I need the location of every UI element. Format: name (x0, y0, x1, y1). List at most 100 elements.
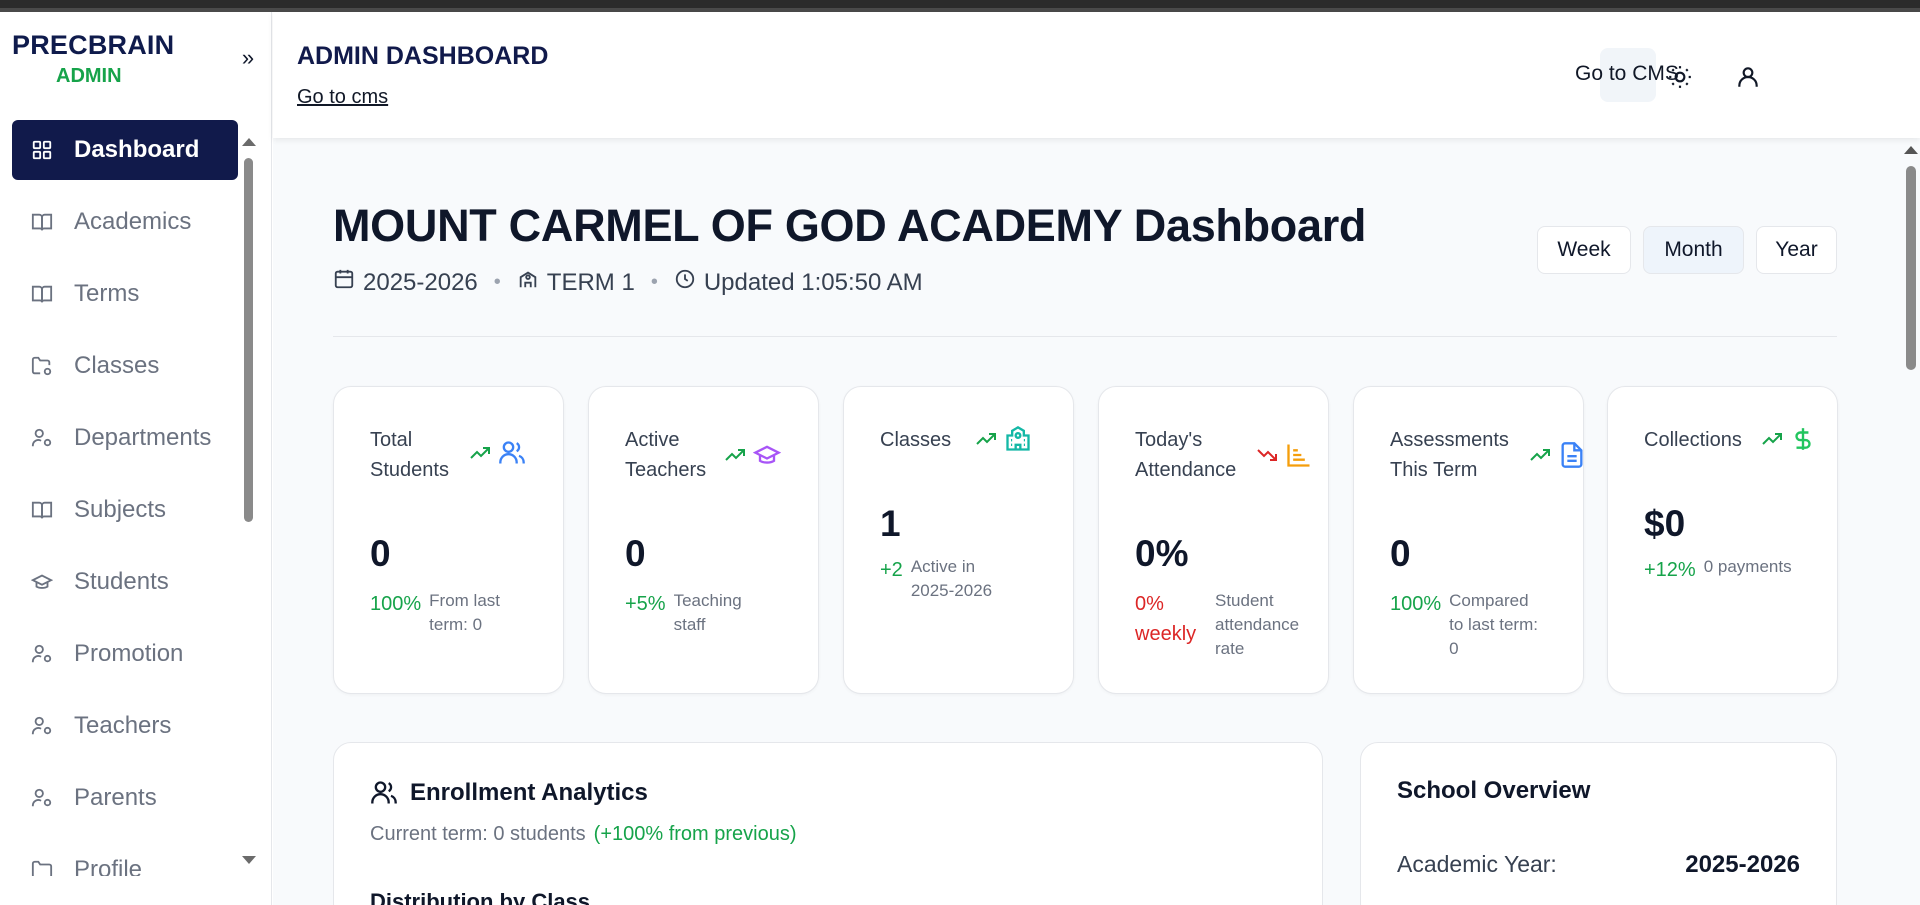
stat-note: Compared to last term: 0 (1449, 591, 1538, 658)
stat-value: $0 (1644, 503, 1686, 544)
stat-label: Assessments This Term (1390, 429, 1509, 481)
stat-value: 0 (370, 533, 391, 574)
scrollbar-thumb[interactable] (244, 158, 253, 522)
school-icon (1004, 425, 1038, 458)
sidebar: PRECBRAIN ADMIN » Dashboard Academics Te… (0, 12, 272, 905)
sidebar-item-profile[interactable]: Profile (12, 840, 238, 876)
distribution-title: Distribution by Class (370, 889, 591, 905)
sidebar-item-terms[interactable]: Terms (12, 264, 238, 324)
file-text-icon (1558, 441, 1583, 474)
stat-note: Student attendance rate (1215, 591, 1300, 658)
sidebar-item-classes[interactable]: Classes (12, 336, 238, 396)
overview-title: School Overview (1397, 777, 1591, 804)
sidebar-item-students[interactable]: Students (12, 552, 238, 612)
scrollbar-thumb[interactable] (1906, 166, 1916, 370)
period-year-button[interactable]: Year (1756, 226, 1837, 274)
period-week-button[interactable]: Week (1537, 226, 1631, 274)
sidebar-item-dashboard[interactable]: Dashboard (12, 120, 238, 180)
trending-up-icon (1760, 427, 1790, 456)
stat-card-classes: Classes 1 +2 Active in 2025-2026 (843, 386, 1074, 694)
enrollment-analytics-panel: Enrollment Analytics Current term: 0 stu… (333, 742, 1323, 905)
sidebar-item-label: Academics (74, 208, 192, 235)
sidebar-item-label: Promotion (74, 640, 184, 667)
term: TERM 1 (546, 268, 635, 296)
stat-delta: 100% (370, 593, 422, 615)
stat-value: 0 (1390, 533, 1411, 574)
trending-up-icon (468, 441, 498, 470)
user-cog-icon (30, 786, 54, 810)
stat-card-assessments: Assessments This Term 0 100% Compared to… (1353, 386, 1584, 694)
book-open-icon (30, 282, 54, 306)
clock-icon (674, 268, 704, 297)
browser-top-strip (0, 0, 1920, 12)
graduation-cap-icon (30, 570, 54, 594)
stat-delta: +5% (625, 593, 666, 615)
stat-note: Teaching staff (673, 591, 742, 634)
academic-year-label: Academic Year: (1397, 851, 1557, 877)
sidebar-item-subjects[interactable]: Subjects (12, 480, 238, 540)
page-title: MOUNT CARMEL OF GOD ACADEMY Dashboard (333, 200, 1367, 251)
dollar-icon (1790, 425, 1822, 458)
user-cog-icon (30, 642, 54, 666)
go-to-cms-button[interactable]: Go to CMS (1575, 62, 1679, 85)
stat-delta: 0% weekly (1135, 593, 1197, 645)
stat-note: Active in 2025-2026 (910, 557, 993, 600)
sidebar-item-academics[interactable]: Academics (12, 192, 238, 252)
enrollment-summary: Current term: 0 students (+100% from prev… (370, 823, 797, 846)
sidebar-item-promotion[interactable]: Promotion (12, 624, 238, 684)
book-open-icon (30, 498, 54, 522)
trending-up-icon (723, 443, 753, 472)
trending-up-icon (1528, 443, 1558, 472)
school-icon (517, 268, 547, 297)
sidebar-item-label: Dashboard (74, 136, 200, 163)
sidebar-item-departments[interactable]: Departments (12, 408, 238, 468)
sidebar-item-label: Parents (74, 784, 157, 811)
sidebar-item-label: Students (74, 568, 169, 595)
sidebar-item-parents[interactable]: Parents (12, 768, 238, 828)
stat-label: Active Teachers (625, 429, 707, 481)
go-to-cms-link[interactable]: Go to cms (297, 86, 389, 108)
users-icon (370, 779, 398, 807)
enrollment-current: Current term: 0 students (370, 823, 586, 845)
academic-year-value: 2025-2026 (1685, 851, 1800, 878)
scroll-up-arrow-icon[interactable] (1904, 146, 1918, 154)
user-icon[interactable] (1735, 64, 1761, 90)
stat-delta: +12% (1644, 559, 1696, 581)
stat-label: Collections (1644, 429, 1742, 451)
stat-card-active-teachers: Active Teachers 0 +5% Teaching staff (588, 386, 819, 694)
sidebar-item-label: Teachers (74, 712, 172, 739)
theme-toggle-button[interactable] (1600, 48, 1656, 102)
sidebar-item-label: Subjects (74, 496, 167, 523)
graduation-cap-icon (752, 441, 787, 474)
stat-value: 0% (1135, 533, 1189, 574)
enrollment-title: Enrollment Analytics (410, 779, 648, 806)
calendar-icon (333, 268, 363, 297)
sun-icon[interactable] (1667, 64, 1693, 90)
sidebar-item-teachers[interactable]: Teachers (12, 696, 238, 756)
chevrons-right-icon[interactable]: » (241, 45, 255, 70)
school-overview-panel: School Overview Academic Year: 2025-2026 (1360, 742, 1837, 905)
stat-note: From last term: 0 (429, 591, 500, 634)
bar-chart-icon (1285, 441, 1319, 474)
grid-icon (30, 138, 54, 162)
stat-card-attendance: Today's Attendance 0% 0% weekly Student … (1098, 386, 1329, 694)
sidebar-nav: Dashboard Academics Terms Classes Depart… (12, 120, 238, 876)
stat-note: 0 payments (1703, 557, 1792, 576)
sidebar-scrollbar[interactable] (240, 126, 256, 872)
book-open-icon (30, 210, 54, 234)
scroll-down-arrow-icon[interactable] (242, 856, 256, 864)
header-title: ADMIN DASHBOARD (297, 42, 549, 70)
sidebar-item-label: Departments (74, 424, 212, 451)
main-scrollbar[interactable] (1902, 140, 1920, 905)
stat-delta: 100% (1390, 593, 1442, 615)
scroll-up-arrow-icon[interactable] (242, 138, 256, 146)
user-cog-icon (30, 426, 54, 450)
stat-label: Today's Attendance (1135, 429, 1237, 481)
divider (333, 336, 1837, 337)
users-icon (498, 439, 532, 472)
trending-up-icon (974, 427, 1004, 456)
period-month-button[interactable]: Month (1643, 226, 1744, 274)
brand-name: PRECBRAIN (12, 30, 175, 60)
separator-dot: • (650, 271, 658, 293)
enrollment-change: (+100% from previous) (593, 823, 797, 845)
